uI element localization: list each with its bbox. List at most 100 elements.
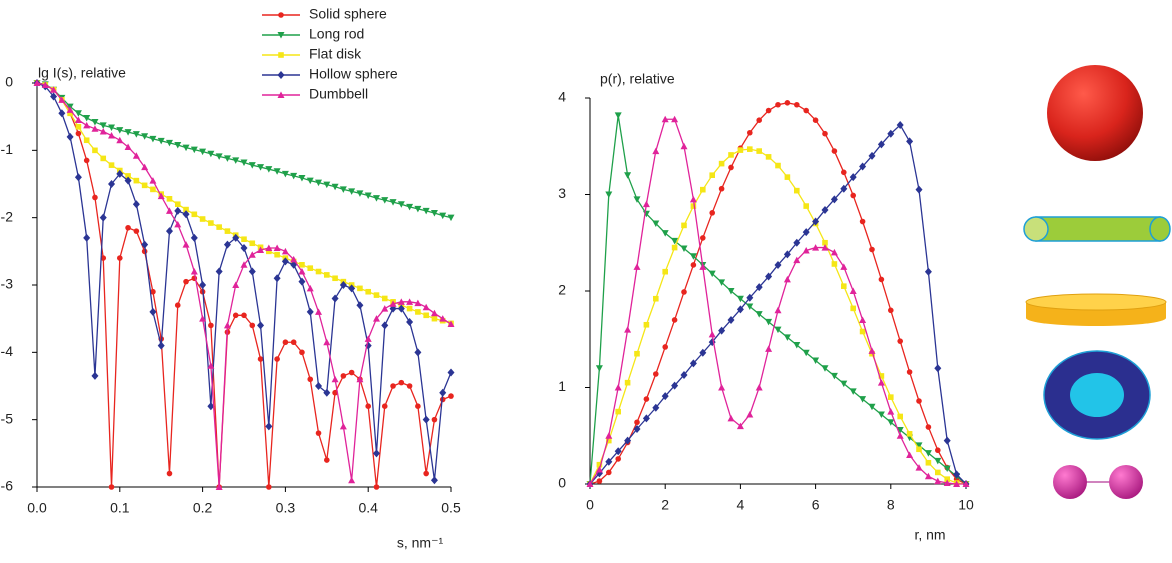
legend-entry: Dumbbell — [262, 86, 368, 102]
data-point — [624, 379, 631, 386]
data-point — [273, 274, 281, 283]
data-point — [897, 413, 903, 420]
data-point — [906, 369, 913, 375]
data-point — [149, 135, 157, 143]
data-point — [709, 210, 715, 216]
data-point — [323, 388, 331, 397]
data-point — [290, 255, 298, 263]
data-point — [887, 419, 895, 426]
data-point — [132, 152, 140, 159]
data-point — [381, 295, 388, 302]
x-tick-label: 6 — [812, 497, 820, 513]
data-point — [596, 478, 603, 484]
data-point — [324, 457, 330, 463]
data-point — [944, 476, 950, 482]
data-point — [830, 195, 838, 204]
data-point — [83, 121, 91, 129]
data-point — [783, 275, 791, 283]
data-point — [133, 228, 140, 234]
data-point — [727, 315, 735, 324]
data-point — [605, 432, 613, 439]
data-point — [689, 195, 697, 203]
data-point — [157, 137, 165, 145]
data-point — [356, 190, 364, 197]
data-point — [431, 416, 438, 423]
data-point — [953, 470, 961, 479]
data-point — [215, 267, 223, 276]
data-point — [718, 185, 725, 192]
data-point — [372, 449, 380, 458]
data-point — [174, 206, 182, 215]
data-point — [689, 359, 697, 368]
data-point — [642, 200, 650, 208]
data-point — [232, 157, 240, 164]
data-point — [439, 212, 447, 220]
data-point — [190, 233, 198, 242]
data-point — [281, 257, 289, 266]
data-point — [223, 155, 231, 162]
data-point — [92, 194, 98, 201]
y-tick-label: 3 — [558, 185, 566, 201]
data-point — [108, 132, 116, 139]
data-point — [765, 345, 773, 352]
data-point — [331, 183, 339, 191]
data-point — [414, 299, 422, 307]
data-point — [290, 172, 298, 180]
data-point — [859, 218, 866, 225]
data-point — [718, 384, 726, 391]
data-point — [331, 375, 339, 383]
data-point — [414, 348, 422, 357]
shape-icons — [1023, 65, 1171, 499]
x-tick-label: 0.5 — [441, 500, 461, 516]
legend-label: Hollow sphere — [309, 66, 398, 82]
data-point — [298, 174, 306, 182]
data-point — [389, 300, 397, 307]
series — [33, 79, 455, 485]
data-point — [718, 160, 725, 167]
data-point — [141, 240, 149, 249]
data-point — [868, 151, 876, 160]
data-point — [174, 302, 181, 309]
y-tick-label: -2 — [1, 208, 14, 224]
data-point — [33, 79, 41, 86]
data-point — [257, 164, 265, 171]
data-point — [306, 284, 314, 292]
data-point — [165, 139, 173, 147]
data-point — [50, 92, 58, 101]
data-point — [372, 195, 380, 202]
y-tick-label: -1 — [1, 141, 14, 157]
data-point — [99, 122, 107, 129]
data-point — [943, 465, 951, 473]
data-point — [248, 162, 256, 169]
data-point — [199, 281, 207, 289]
data-point — [774, 326, 782, 334]
data-point — [924, 267, 932, 276]
data-point — [415, 403, 421, 410]
data-point — [943, 436, 951, 445]
data-point — [423, 312, 429, 319]
data-point — [755, 311, 763, 318]
data-point — [332, 275, 338, 282]
data-point — [615, 408, 621, 415]
data-point — [794, 187, 800, 194]
data-point — [315, 382, 323, 390]
data-point — [614, 384, 622, 391]
data-point — [765, 318, 773, 326]
data-point — [962, 480, 970, 487]
data-point — [606, 469, 612, 476]
data-point — [182, 210, 190, 219]
hollow-sphere-icon — [1043, 350, 1151, 440]
y-tick-label: 0 — [5, 74, 13, 90]
data-point — [708, 270, 716, 278]
data-point — [906, 431, 913, 437]
legend-label: Dumbbell — [309, 86, 368, 102]
data-point — [240, 243, 248, 252]
data-point — [439, 315, 447, 322]
data-point — [830, 248, 838, 256]
data-point — [681, 289, 687, 295]
data-point — [83, 115, 91, 122]
data-point — [916, 398, 922, 404]
series — [587, 100, 969, 487]
data-point — [850, 192, 856, 199]
data-point — [831, 261, 838, 267]
